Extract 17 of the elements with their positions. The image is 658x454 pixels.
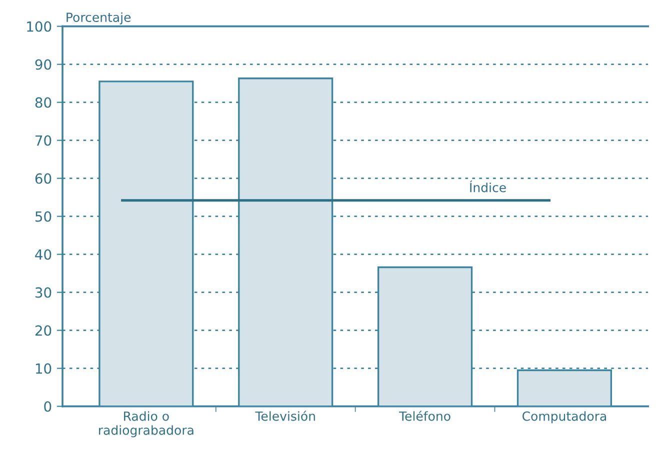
y-tick-label: 100: [27, 21, 52, 32]
x-tick-label: Televisión: [255, 410, 315, 421]
x-tick-label: Teléfono: [399, 410, 450, 421]
x-tick-label: Computadora: [522, 411, 606, 424]
y-tick-label: 10: [36, 363, 52, 374]
y-tick-label: 20: [35, 325, 52, 336]
y-tick-label: 70: [36, 135, 52, 146]
y-tick-label: 60: [35, 173, 52, 184]
y-tick-label: 30: [35, 287, 52, 298]
y-tick-label: 80: [35, 97, 52, 108]
x-tick-label: Radio o radiograbadora: [99, 411, 194, 438]
y-tick-label: 0: [44, 401, 52, 412]
y-tick-label: 40: [35, 249, 52, 260]
y-axis-title: Porcentaje: [66, 12, 131, 24]
ref-line-label: Índice: [470, 180, 506, 192]
y-tick-label: 90: [35, 59, 52, 70]
y-tick-label: 50: [35, 211, 52, 222]
